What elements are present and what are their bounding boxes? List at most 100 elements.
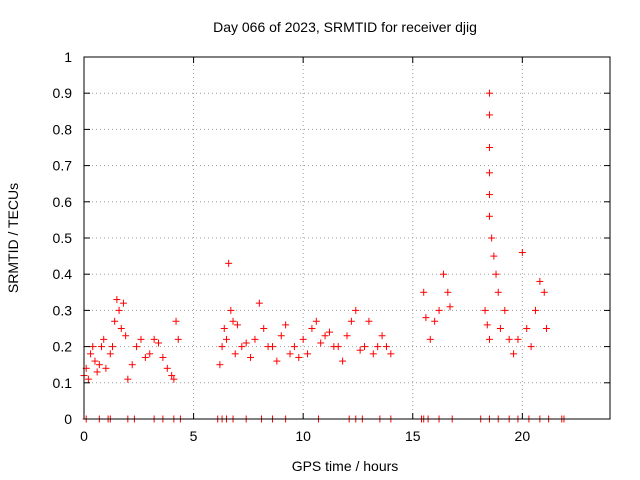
data-point: [89, 343, 97, 351]
data-point: [514, 335, 522, 343]
data-point: [387, 350, 395, 358]
data-point: [483, 321, 491, 329]
data-point: [439, 270, 447, 278]
data-point: [343, 332, 351, 340]
data-point: [435, 306, 443, 314]
y-tick-label: 0.1: [53, 375, 73, 391]
data-point: [494, 288, 502, 296]
data-point: [260, 325, 268, 332]
data-point: [113, 296, 121, 304]
data-point: [382, 343, 390, 351]
data-point: [481, 306, 489, 314]
data-point: [242, 339, 250, 347]
data-point: [485, 191, 493, 199]
data-point: [488, 234, 496, 242]
data-point: [361, 343, 369, 351]
data-point: [95, 361, 103, 369]
y-tick-label: 0.6: [53, 194, 73, 210]
data-point: [531, 306, 539, 314]
data-point: [496, 325, 504, 332]
data-point: [290, 343, 298, 351]
data-point: [220, 325, 228, 332]
data-point: [273, 357, 281, 365]
data-point: [339, 357, 347, 365]
data-point: [122, 332, 130, 340]
data-point: [420, 288, 428, 296]
y-tick-label: 0.9: [53, 85, 73, 101]
y-tick-label: 0: [64, 411, 72, 427]
data-point: [317, 339, 325, 347]
data-point: [133, 343, 141, 351]
x-tick-label: 10: [295, 428, 311, 444]
data-point: [174, 335, 182, 343]
data-point: [170, 375, 178, 383]
data-point: [527, 343, 535, 351]
data-point: [485, 212, 493, 220]
data-point: [225, 259, 233, 267]
data-point: [485, 169, 493, 177]
y-tick-label: 0.2: [53, 339, 73, 355]
data-point: [542, 325, 550, 332]
data-point: [84, 375, 92, 383]
data-point: [216, 361, 224, 369]
data-point: [356, 346, 364, 354]
data-point: [540, 288, 548, 296]
data-point: [87, 350, 95, 358]
data-point: [295, 353, 303, 361]
data-point: [146, 350, 154, 358]
data-point: [251, 335, 259, 343]
axis-ticks: [83, 56, 610, 420]
data-point: [286, 350, 294, 358]
data-point: [168, 372, 176, 380]
data-point: [352, 306, 360, 314]
data-point: [150, 335, 158, 343]
data-point: [108, 343, 116, 351]
y-axis-label: SRMTID / TECUs: [5, 183, 21, 293]
data-point: [492, 270, 500, 278]
series-srmtid: [80, 89, 550, 383]
y-tick-label: 0.3: [53, 302, 73, 318]
data-point: [334, 343, 342, 351]
data-point: [155, 339, 163, 347]
data-point: [485, 89, 493, 97]
x-axis-label: GPS time / hours: [292, 458, 399, 474]
data-point: [490, 252, 498, 260]
data-point: [111, 317, 119, 325]
data-point: [325, 328, 333, 336]
data-point: [299, 335, 307, 343]
data-point: [444, 288, 452, 296]
data-point: [231, 350, 239, 358]
data-point: [268, 343, 276, 351]
grid-lines: [84, 57, 610, 419]
data-point: [163, 364, 171, 372]
data-point: [100, 335, 108, 343]
x-tick-label: 15: [405, 428, 421, 444]
y-tick-label: 0.5: [53, 230, 73, 246]
data-point: [277, 332, 285, 340]
data-point: [238, 343, 246, 351]
data-point: [485, 335, 493, 343]
data-point: [510, 350, 518, 358]
data-point: [446, 303, 454, 311]
data-point: [106, 350, 114, 358]
data-point: [172, 317, 180, 325]
data-point: [321, 332, 329, 340]
data-point: [365, 317, 373, 325]
data-point: [485, 111, 493, 119]
y-tick-label: 1: [64, 49, 72, 65]
x-tick-label: 0: [80, 428, 88, 444]
data-point: [304, 350, 312, 358]
y-tick-label: 0.4: [53, 266, 73, 282]
data-point: [518, 248, 526, 256]
data-point: [91, 357, 99, 365]
data-point: [282, 321, 290, 329]
data-point: [233, 321, 241, 329]
data-point: [229, 317, 237, 325]
data-point: [426, 335, 434, 343]
data-point: [218, 343, 226, 351]
data-point: [431, 317, 439, 325]
data-point: [159, 353, 167, 361]
data-point: [308, 325, 316, 332]
data-point: [347, 317, 355, 325]
